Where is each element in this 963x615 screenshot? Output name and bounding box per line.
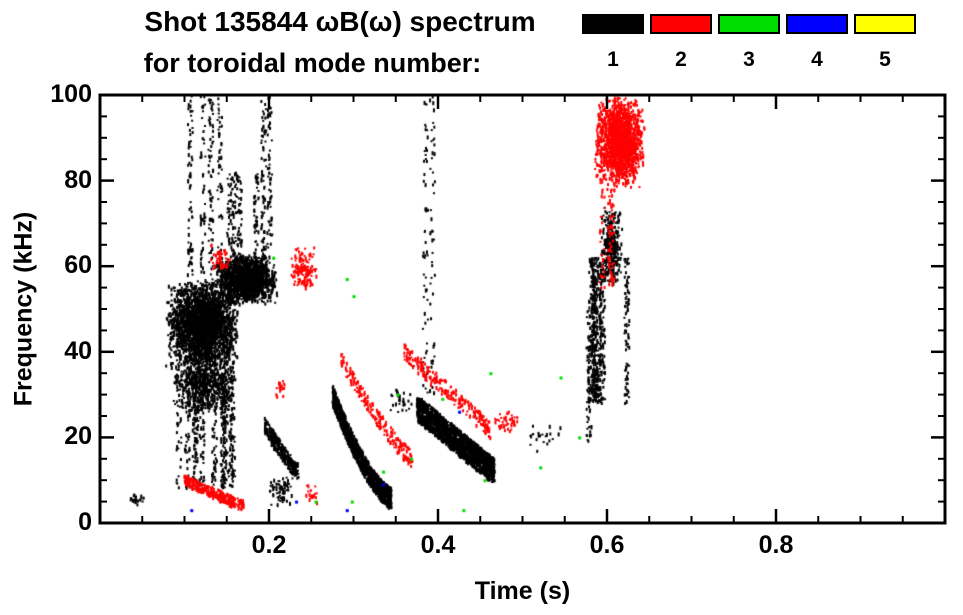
legend-label-mode-1: 1: [607, 48, 619, 71]
x-tick-label: 0.2: [251, 531, 287, 559]
plot-subtitle: for toroidal mode number:: [143, 48, 482, 78]
mode-legend: 1 2 3 4 5: [582, 14, 916, 72]
plot-title: Shot 135844 ωB(ω) spectrum: [144, 6, 536, 37]
y-axis-title: Frequency (kHz): [9, 211, 38, 407]
legend-swatch-mode-3: [718, 14, 780, 34]
legend-label-mode-5: 5: [879, 48, 891, 71]
legend-item-mode-1: 1: [582, 14, 644, 72]
y-tick-label: 20: [64, 422, 92, 451]
legend-swatch-mode-5: [854, 14, 916, 34]
y-tick-label: 40: [64, 336, 92, 365]
y-tick-label: 80: [64, 165, 92, 194]
y-tick-label: 100: [50, 80, 92, 108]
legend-item-mode-3: 3: [718, 14, 780, 72]
legend-label-mode-2: 2: [675, 48, 687, 71]
legend-swatch-mode-2: [650, 14, 712, 34]
legend-item-mode-2: 2: [650, 14, 712, 72]
legend-swatch-mode-1: [582, 14, 644, 34]
x-tick-label: 0.8: [758, 531, 794, 559]
spectrogram-canvas: [100, 95, 945, 523]
legend-item-mode-5: 5: [854, 14, 916, 72]
legend-swatch-mode-4: [786, 14, 848, 34]
y-tick-label: 0: [78, 508, 92, 536]
y-tick-label: 60: [64, 251, 92, 280]
x-tick-label: 0.6: [589, 531, 625, 559]
legend-item-mode-4: 4: [786, 14, 848, 72]
legend-label-mode-4: 4: [811, 48, 823, 71]
x-tick-label: 0.4: [420, 531, 456, 559]
x-axis-title: Time (s): [474, 577, 571, 605]
legend-label-mode-3: 3: [743, 48, 755, 71]
